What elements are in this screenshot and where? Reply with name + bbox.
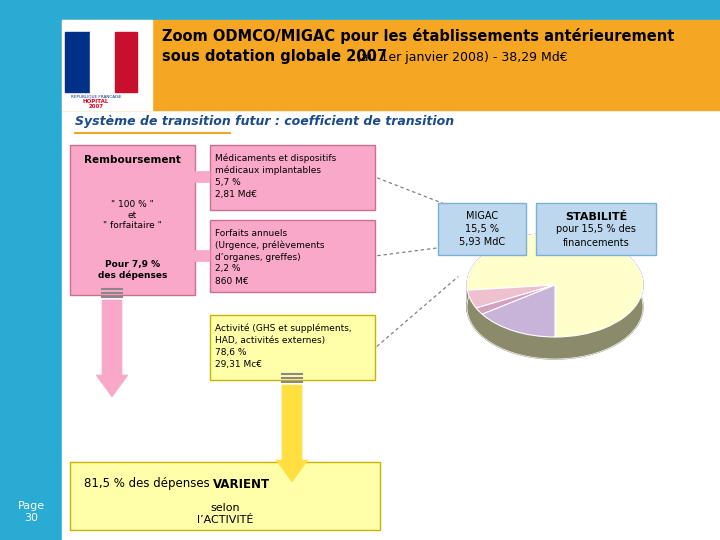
Text: Système de transition futur : coefficient de transition: Système de transition futur : coefficien… <box>75 116 454 129</box>
Text: (au 1er janvier 2008) - 38,29 Md€: (au 1er janvier 2008) - 38,29 Md€ <box>352 51 567 64</box>
Text: Forfaits annuels: Forfaits annuels <box>215 228 287 238</box>
FancyArrow shape <box>276 385 308 482</box>
Text: selon: selon <box>210 503 240 513</box>
Ellipse shape <box>467 255 643 359</box>
FancyArrow shape <box>182 169 210 185</box>
Text: Médicaments et dispositifs: Médicaments et dispositifs <box>215 153 336 163</box>
Text: sous dotation globale 2007: sous dotation globale 2007 <box>162 50 387 64</box>
Polygon shape <box>482 314 555 359</box>
Bar <box>0 0 62 540</box>
Bar <box>210 315 375 380</box>
Text: 5,93 MdC: 5,93 MdC <box>459 237 505 247</box>
Text: 2,81 Md€: 2,81 Md€ <box>215 190 257 199</box>
Bar <box>62 20 152 110</box>
Bar <box>62 110 720 540</box>
Bar <box>210 145 375 210</box>
Bar <box>438 203 526 255</box>
Polygon shape <box>467 233 643 359</box>
Text: 2,2 %: 2,2 % <box>215 265 240 273</box>
Text: 5,7 %: 5,7 % <box>215 178 240 186</box>
Wedge shape <box>467 233 643 337</box>
FancyArrow shape <box>96 300 128 397</box>
Text: HAD, activités externes): HAD, activités externes) <box>215 335 325 345</box>
Text: l’ACTIVITÉ: l’ACTIVITÉ <box>197 515 253 525</box>
Bar <box>70 145 195 295</box>
Text: VARIENT: VARIENT <box>213 477 270 490</box>
Text: " 100 % "
et
" forfaitaire ": " 100 % " et " forfaitaire " <box>103 200 162 230</box>
Text: Page
30: Page 30 <box>17 501 45 523</box>
Text: STABILITÉ: STABILITÉ <box>565 212 627 222</box>
Text: 81,5 % des dépenses: 81,5 % des dépenses <box>84 477 213 490</box>
Wedge shape <box>467 285 555 308</box>
Text: 29,31 Mc€: 29,31 Mc€ <box>215 360 262 368</box>
Text: HOPITAL
2007: HOPITAL 2007 <box>83 99 109 110</box>
Bar <box>0 0 720 20</box>
Text: (Urgence, prélèvements: (Urgence, prélèvements <box>215 240 325 249</box>
Wedge shape <box>482 285 555 337</box>
Text: Remboursement: Remboursement <box>84 155 181 165</box>
Text: REPUBLIQUE FRANCAISE: REPUBLIQUE FRANCAISE <box>71 95 121 99</box>
Bar <box>90 32 115 92</box>
Bar <box>115 32 137 92</box>
Wedge shape <box>476 285 555 314</box>
Text: 78,6 %: 78,6 % <box>215 348 246 356</box>
Text: Zoom ODMCO/MIGAC pour les établissements antérieurement: Zoom ODMCO/MIGAC pour les établissements… <box>162 28 675 44</box>
Text: Activité (GHS et suppléments,: Activité (GHS et suppléments, <box>215 323 351 333</box>
Text: financements: financements <box>562 238 629 248</box>
Text: 860 M€: 860 M€ <box>215 276 248 286</box>
Text: Pour 7,9 %
des dépenses: Pour 7,9 % des dépenses <box>98 260 167 280</box>
Text: d’organes, greffes): d’organes, greffes) <box>215 253 301 261</box>
Bar <box>62 20 720 110</box>
Bar <box>70 462 380 530</box>
FancyArrow shape <box>182 248 210 264</box>
Polygon shape <box>467 290 476 330</box>
Text: 15,5 %: 15,5 % <box>465 224 499 234</box>
Text: MIGAC: MIGAC <box>466 211 498 221</box>
Bar <box>536 203 656 255</box>
Polygon shape <box>476 308 482 336</box>
Text: pour 15,5 % des: pour 15,5 % des <box>556 224 636 234</box>
Text: médicaux implantables: médicaux implantables <box>215 165 321 175</box>
Bar <box>210 220 375 292</box>
Bar <box>65 32 90 92</box>
